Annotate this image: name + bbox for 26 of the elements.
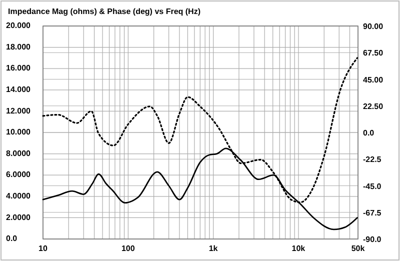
y2-tick-label: 67.50: [363, 48, 384, 58]
x-tick-label: 100: [121, 244, 136, 253]
y-tick-label: 14.000: [6, 85, 32, 94]
y-tick-label: 18.000: [6, 42, 32, 52]
y-tick-label: 20.000: [6, 21, 32, 30]
x-tick-label: 10: [38, 244, 48, 253]
y2-tick-label: -90.0: [363, 235, 382, 244]
y2-tick-label: 45.00: [363, 75, 384, 84]
y-tick-label: 6.0000: [6, 170, 32, 180]
y2-tick-label: -67.5: [363, 208, 382, 218]
y-tick-label: 4.0000: [6, 192, 32, 201]
y2-tick-label: -22.5: [363, 155, 382, 164]
y-tick-label: 12.000: [6, 106, 32, 116]
y-tick-label: 2.0000: [6, 212, 32, 222]
x-tick-label: 1k: [208, 244, 218, 253]
y2-tick-label: 90.00: [363, 22, 384, 31]
y2-tick-label: 22.50: [363, 102, 384, 111]
y2-tick-label: 0.0: [363, 128, 375, 138]
y2-tick-label: -45.0: [363, 182, 382, 191]
y-tick-label: 8.0000: [6, 148, 32, 158]
y-tick-label: 0.0: [6, 234, 18, 244]
x-tick-label: 10k: [292, 244, 306, 253]
chart-title: Impedance Mag (ohms) & Phase (deg) vs Freq (Hz): [8, 7, 201, 16]
x-tick-label: 50k: [351, 244, 366, 253]
y-tick-label: 16.000: [6, 64, 32, 73]
y-tick-label: 10.000: [6, 128, 32, 137]
